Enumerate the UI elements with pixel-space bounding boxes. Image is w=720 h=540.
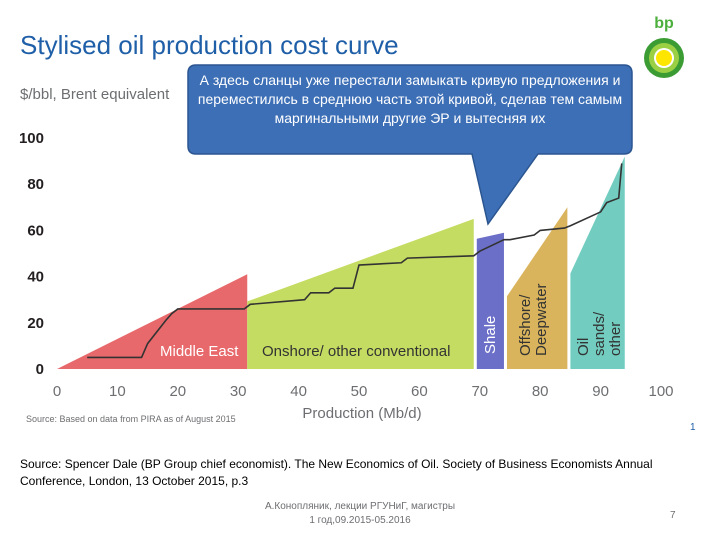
- category-label: Onshore/ other conventional: [262, 343, 450, 360]
- y-tick-label: 80: [27, 176, 44, 193]
- x-tick-label: 10: [109, 383, 126, 400]
- slide-title: Stylised oil production cost curve: [20, 30, 399, 60]
- footer-author-line-1: А.Конопляник, лекции РГУНиГ, магистры: [264, 501, 456, 512]
- y-tick-label: 0: [36, 361, 44, 378]
- category-label: Deepwater: [533, 283, 550, 356]
- y-axis: 0 20 40 60 80 100: [19, 130, 44, 378]
- y-tick-label: 20: [27, 315, 44, 332]
- page-number: 7: [670, 510, 676, 521]
- y-axis-label: $/bbl, Brent equivalent: [20, 86, 170, 103]
- footer-author-line-2: 1 год,09.2015-05.2016: [309, 515, 411, 526]
- category-areas: [57, 156, 625, 369]
- area-shale: [476, 232, 504, 369]
- x-tick-label: 70: [471, 383, 488, 400]
- callout-bubble: [187, 64, 633, 226]
- category-label: Shale: [482, 316, 499, 354]
- category-label: Oil: [575, 338, 592, 356]
- x-axis: 0 10 20 30 40 50 60 70 80 90 100: [53, 383, 674, 400]
- slide-number: 1: [690, 422, 696, 433]
- area-offshore-deepwater: [506, 207, 568, 369]
- area-onshore-other-conventional: [247, 218, 474, 369]
- category-labels: Middle East Onshore/ other conventional Sh…: [160, 283, 624, 360]
- bp-logo: bp: [644, 15, 684, 78]
- x-tick-label: 0: [53, 383, 61, 400]
- x-axis-label: Production (Mb/d): [302, 405, 421, 422]
- citation: Source: Spencer Dale (BP Group chief eco…: [20, 457, 653, 488]
- curve-layer: [87, 163, 623, 359]
- x-tick-label: 20: [169, 383, 186, 400]
- y-tick-label: 40: [27, 269, 44, 286]
- area-oil-sands-other: [570, 156, 625, 369]
- category-label: Offshore/: [517, 294, 534, 356]
- callout-shape: [187, 64, 633, 226]
- chart-source: Source: Based on data from PIRA as of Au…: [26, 414, 236, 424]
- footer-author: А.Конопляник, лекции РГУНиГ, магистры 1 …: [240, 500, 480, 528]
- bp-logo-text: bp: [654, 15, 674, 32]
- category-label: sands/: [591, 311, 608, 356]
- category-label: Middle East: [160, 343, 239, 360]
- y-tick-label: 100: [19, 130, 44, 147]
- x-tick-label: 40: [290, 383, 307, 400]
- category-label: other: [607, 322, 624, 356]
- x-tick-label: 100: [648, 383, 673, 400]
- x-tick-label: 30: [230, 383, 247, 400]
- y-tick-label: 60: [27, 222, 44, 239]
- x-tick-label: 60: [411, 383, 428, 400]
- x-tick-label: 50: [351, 383, 368, 400]
- x-tick-label: 90: [592, 383, 609, 400]
- x-tick-label: 80: [532, 383, 549, 400]
- cost-curve-line: [87, 163, 623, 359]
- callout-text: А здесь сланцы уже перестали замыкать кр…: [197, 72, 623, 126]
- helios-icon: [644, 38, 684, 78]
- area-middle-east: [57, 274, 248, 369]
